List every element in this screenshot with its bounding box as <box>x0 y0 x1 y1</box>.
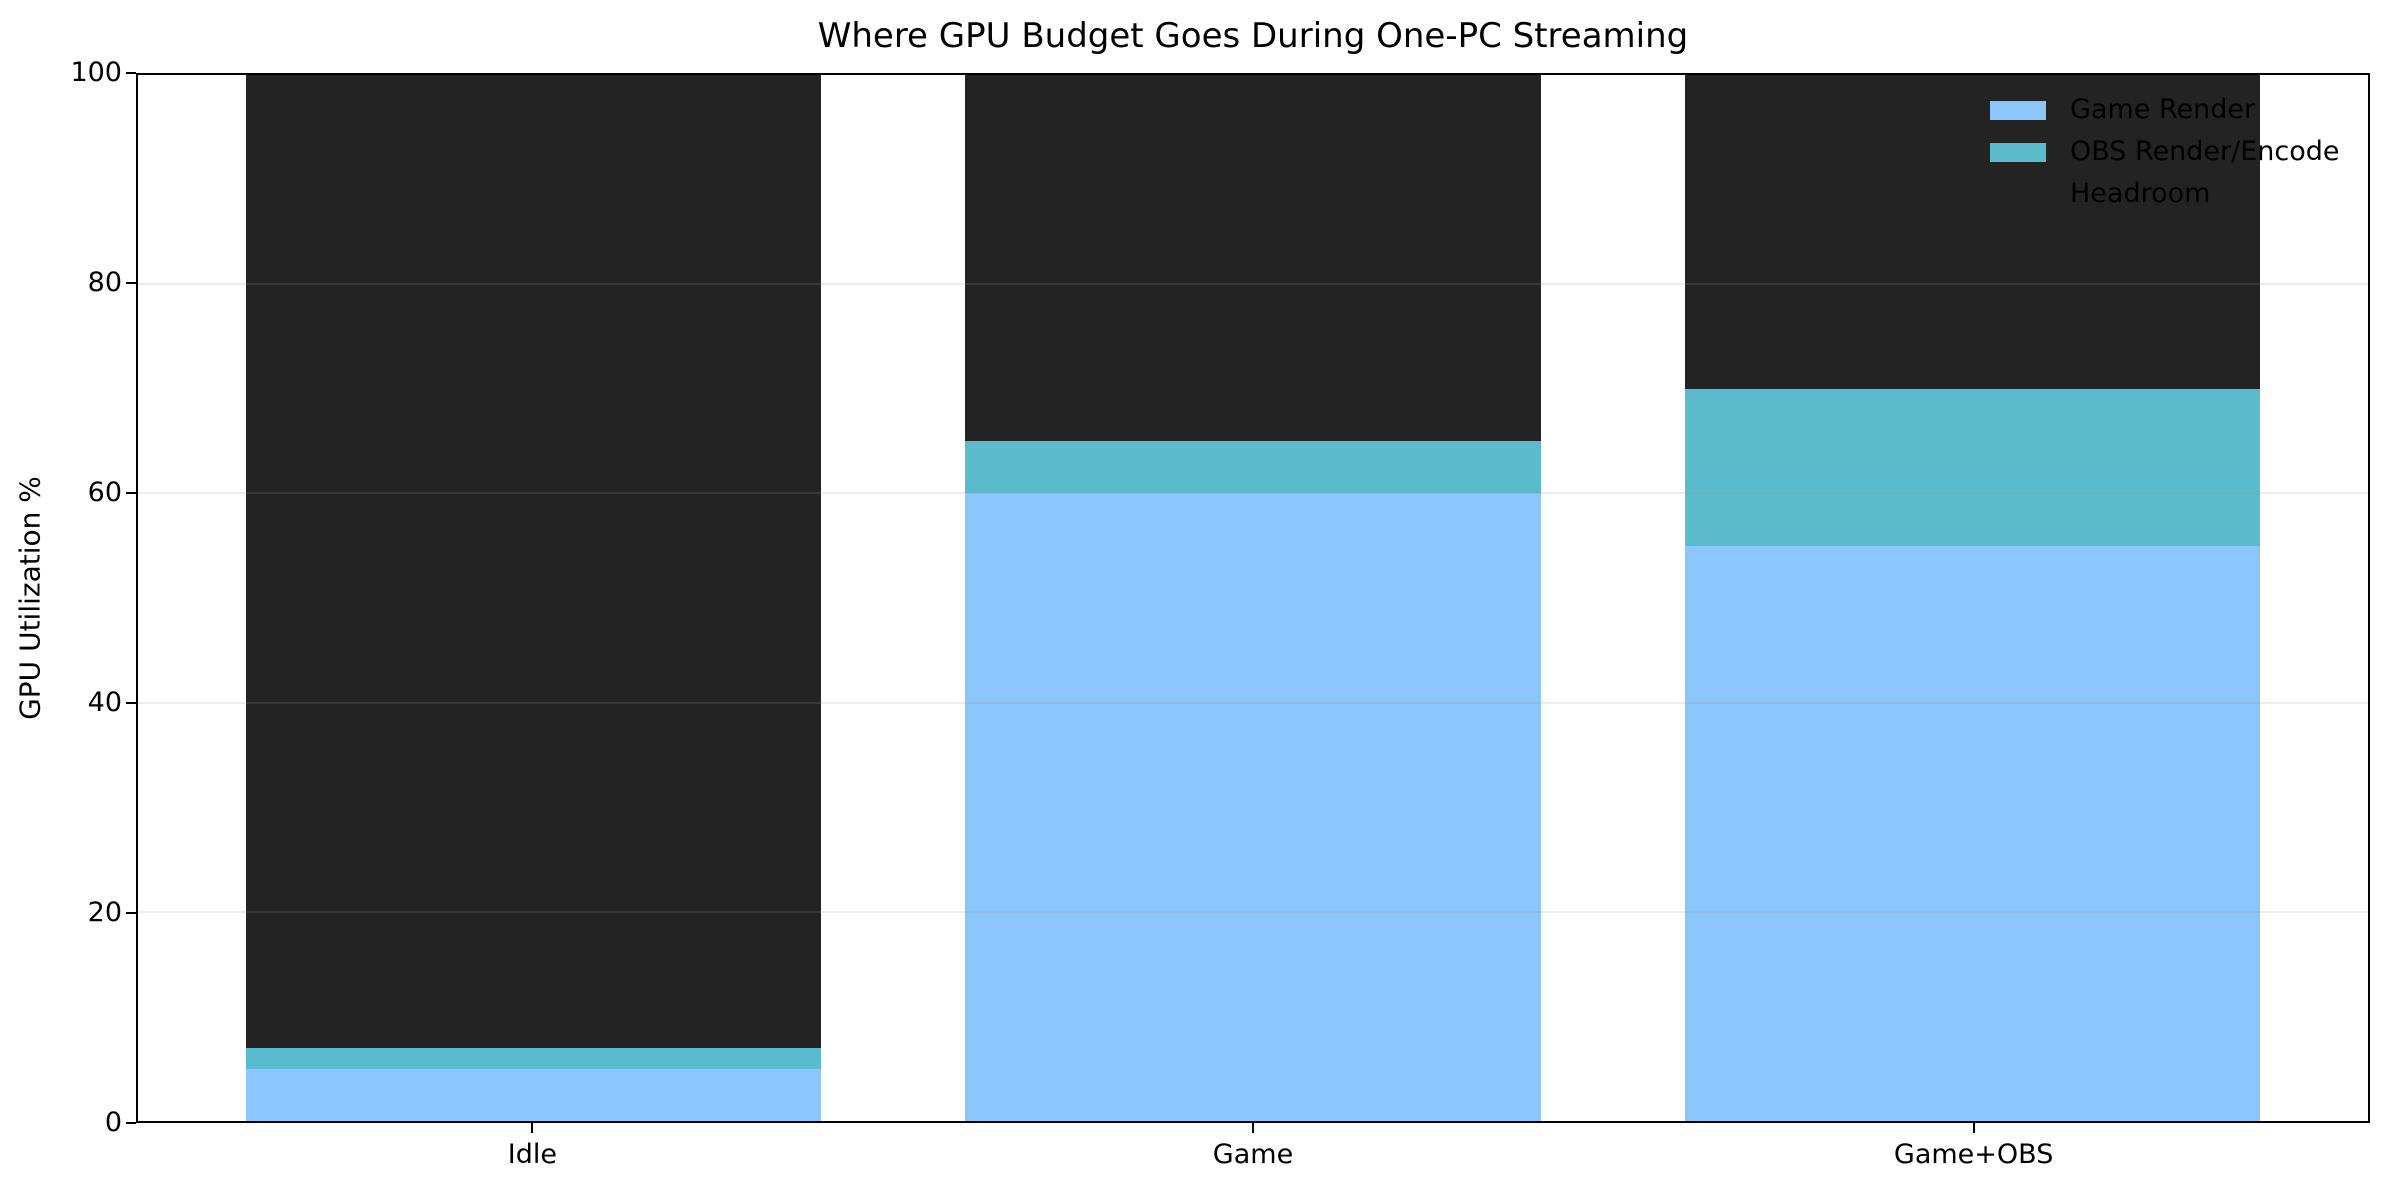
x-tick-label-2: Game+OBS <box>1893 1139 2054 1170</box>
chart-title: Where GPU Budget Goes During One-PC Stre… <box>817 16 1689 56</box>
y-tick-mark-0 <box>126 1122 136 1124</box>
legend: Game Render OBS Render/Encode Headroom <box>1990 95 2340 209</box>
x-tick-label-1: Game <box>1212 1139 1294 1170</box>
y-tick-label-20: 20 <box>87 897 122 928</box>
bar-segment-obs-render-encode <box>1684 388 2261 546</box>
y-tick-mark-60 <box>126 492 136 494</box>
bar-idle <box>245 75 822 1121</box>
bar-segment-headroom <box>965 75 1541 442</box>
y-tick-mark-80 <box>126 282 136 284</box>
x-tick-mark-1 <box>1252 1123 1254 1133</box>
x-tick-mark-2 <box>1972 1123 1975 1133</box>
bar-game-obs <box>1684 75 2261 1121</box>
y-tick-mark-20 <box>126 912 136 914</box>
legend-label-1: OBS Render/Encode <box>2070 136 2340 167</box>
bar-segment-obs-render-encode <box>245 1047 822 1069</box>
bar-segment-headroom <box>245 75 822 1048</box>
bar-game <box>965 75 1541 1121</box>
legend-label-0: Game Render <box>2070 94 2256 125</box>
bar-segment-game-render <box>965 493 1541 1121</box>
y-tick-label-60: 60 <box>87 477 122 508</box>
legend-row-1: OBS Render/Encode <box>1990 137 2340 167</box>
y-tick-label-40: 40 <box>87 687 122 718</box>
plot-area: Game Render OBS Render/Encode Headroom <box>136 73 2370 1123</box>
x-tick-mark-0 <box>531 1123 534 1133</box>
bar-segment-game-render <box>245 1068 822 1121</box>
y-axis-label: GPU Utilization % <box>13 476 47 720</box>
x-tick-label-0: Idle <box>507 1139 557 1170</box>
y-tick-label-100: 100 <box>70 57 122 88</box>
bar-segment-game-render <box>1684 545 2261 1121</box>
y-tick-label-80: 80 <box>87 267 122 298</box>
legend-swatch-1 <box>1990 142 2046 162</box>
bar-segment-headroom <box>1684 75 2261 389</box>
legend-label-2: Headroom <box>2070 178 2211 209</box>
legend-row-2: Headroom <box>1990 179 2340 209</box>
y-tick-mark-40 <box>126 702 136 704</box>
legend-row-0: Game Render <box>1990 95 2340 125</box>
legend-swatch-2 <box>1990 184 2046 204</box>
legend-swatch-0 <box>1990 100 2046 120</box>
y-tick-mark-100 <box>126 72 136 74</box>
bar-segment-obs-render-encode <box>965 441 1541 494</box>
y-tick-label-0: 0 <box>104 1107 122 1138</box>
